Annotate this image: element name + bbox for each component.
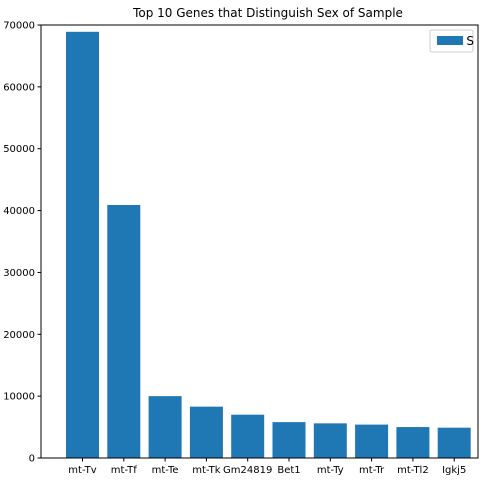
x-tick-label: mt-Tf	[111, 465, 137, 476]
bar-Gm24819	[231, 415, 264, 458]
bar-mt-Ty	[314, 423, 347, 458]
y-tick-label: 70000	[3, 21, 35, 32]
x-tick-label: Gm24819	[223, 465, 272, 476]
y-tick-label: 10000	[3, 392, 35, 403]
bar-mt-Tr	[355, 425, 388, 458]
x-tick-label: mt-Tr	[359, 465, 385, 476]
y-tick-label: 60000	[3, 82, 35, 93]
bar-mt-Tf	[107, 205, 140, 458]
x-tick-label: mt-Te	[152, 465, 179, 476]
bar-mt-Tl2	[396, 427, 429, 458]
x-tick-label: mt-Ty	[317, 465, 344, 476]
y-axis: 0 10000 20000 30000 40000 50000 60000 70000	[3, 21, 41, 465]
chart-title: Top 10 Genes that Distinguish Sex of Sam…	[132, 6, 403, 20]
y-tick-label: 40000	[3, 206, 35, 217]
bar-mt-Tv	[66, 32, 99, 458]
legend: S	[430, 30, 474, 52]
bar-mt-Tk	[190, 407, 223, 458]
y-tick-label: 50000	[3, 144, 35, 155]
y-tick-label: 20000	[3, 330, 35, 341]
x-tick-label: Igkj5	[442, 465, 466, 476]
x-tick-label: mt-Tl2	[397, 465, 429, 476]
y-tick-label: 30000	[3, 268, 35, 279]
x-tick-label: Bet1	[277, 465, 300, 476]
x-axis: mt-Tv mt-Tf mt-Te mt-Tk Gm24819 Bet1 mt-Ty mt-T…	[68, 458, 466, 476]
plot-frame	[41, 25, 478, 458]
legend-label: S	[466, 34, 474, 48]
x-tick-label: mt-Tv	[68, 465, 96, 476]
x-tick-label: mt-Tk	[192, 465, 220, 476]
bars-group	[66, 32, 471, 458]
bar-mt-Te	[149, 396, 182, 458]
bar-Igkj5	[438, 428, 471, 458]
bar-Bet1	[273, 422, 306, 458]
y-tick-label: 0	[29, 454, 35, 465]
legend-swatch	[437, 36, 463, 45]
